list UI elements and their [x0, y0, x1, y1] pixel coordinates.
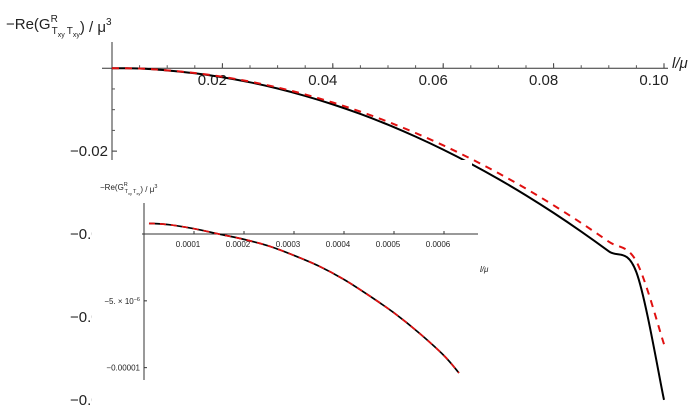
inset-ticks: 0.0001 0.0002 0.0003 0.0004 0.0005 0.0006 −5. …: [104, 231, 451, 373]
inset-x-tick-label: 0.0006: [426, 240, 451, 249]
inset-x-tick-label: 0.0001: [176, 240, 201, 249]
inset-x-tick-label: 0.0005: [376, 240, 401, 249]
main-ticks: 0.02 0.04 0.06 0.08 0.10−0.02−0.04−0.06−0.08: [70, 63, 669, 409]
inset-x-axis-label: l/μ: [480, 265, 489, 274]
main-x-tick-label: 0.10: [639, 72, 668, 89]
main-y-axis-label: −Re(GR Txy Txy) / μ3: [6, 14, 112, 39]
inset-x-tick-label: 0.0002: [226, 240, 251, 249]
inset-series: [148, 222, 460, 374]
inset-x-tick-label: 0.0003: [276, 240, 301, 249]
inset-x-tick-label: 0.0004: [326, 240, 351, 249]
main-y-tick-label: −0.02: [70, 143, 108, 160]
inset-y-tick-label: −5. × 10−6: [104, 297, 140, 306]
main-x-tick-label: 0.08: [529, 72, 558, 89]
main-x-tick-label: 0.04: [308, 72, 337, 89]
inset-axes: [142, 203, 478, 380]
inset-background: [92, 160, 472, 407]
inset-series-dashed-line: [148, 222, 460, 374]
main-series: [111, 67, 665, 401]
inset-y-axis-label: −Re(GR TxyTxy) / μ3: [100, 182, 157, 196]
main-x-tick-label: 0.06: [419, 72, 448, 89]
main-x-axis-label: l/μ: [672, 55, 688, 72]
inset-y-tick-label: −0.00001: [106, 364, 140, 373]
main-series-dashed-line: [111, 67, 665, 345]
